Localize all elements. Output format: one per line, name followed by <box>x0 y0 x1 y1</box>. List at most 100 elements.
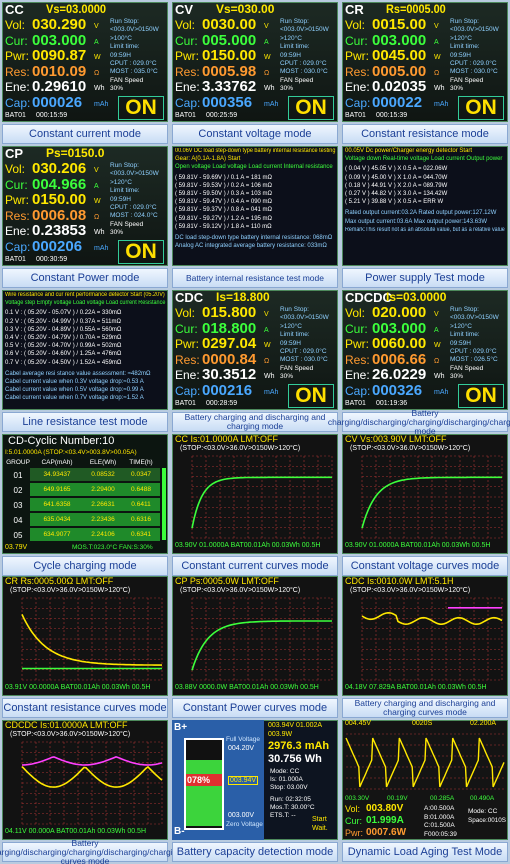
elapsed-time: 000:25:59 <box>206 112 238 119</box>
screen-tile: CC Is:01.0000A LMT:OFF (STOP:<03.0V>36.0V… <box>172 434 338 554</box>
reading-label: Vol: <box>175 306 196 320</box>
status-info: >120°C <box>450 34 472 42</box>
status-info: <003.0V>0150W <box>110 26 159 34</box>
cycle-value: 0.08532 <box>91 471 115 478</box>
reading-value: 0006.08 <box>32 206 87 224</box>
column-header: Open voltage Load voltage Load current I… <box>175 164 333 171</box>
reading-label: Pwr: <box>175 49 199 63</box>
reading-value: 015.800 <box>202 304 257 321</box>
status-info: >120°C <box>450 322 472 330</box>
row-bg <box>30 513 160 526</box>
wave-top-label: 02.200A <box>470 720 497 727</box>
reading-label: Cur: <box>175 321 198 336</box>
battery-id: BAT01 <box>175 112 196 119</box>
column-header: GROUP <box>6 459 30 466</box>
status-info: FAN Speed <box>280 364 314 372</box>
curve-footer: 03.91V 00.0000A BAT00.01Ah 00.03Wh 00.5H <box>5 684 151 691</box>
column-header: Voltage step Empty voltage Load voltage … <box>5 300 166 307</box>
setting-value: Vs=030.00 <box>216 2 275 16</box>
battery-id: BAT01 <box>175 400 196 407</box>
reading-label: Cur: <box>5 33 28 48</box>
status-info: CPUT : 029.0°C <box>110 204 157 211</box>
screen-tile: CR Rs:0005.00Ω LMT:OFF (STOP:<03.0V>36.0V… <box>2 576 168 696</box>
status-info: 09:59H <box>450 339 471 347</box>
reading-unit: mAh <box>434 388 449 396</box>
result-note: Cabel current value when 0.3V voltage dr… <box>5 379 144 385</box>
group-id: 02 <box>13 486 23 495</box>
reading-unit: A <box>434 38 439 46</box>
reading-value: 0030.00 <box>202 16 257 33</box>
screen-tile: CP Ps:0005.0W LMT:OFF (STOP:<03.0V>36.0V>… <box>172 576 338 696</box>
elapsed-time: 000:15:39 <box>376 112 408 119</box>
reading-label: Ene: <box>5 224 30 238</box>
mode-caption: Cycle charging mode <box>2 556 168 576</box>
screen-tile: CDC Is=18.800 Vol: 015.800 V Cur: 018.800 A Pwr:… <box>172 290 338 410</box>
run-status: ON <box>458 96 504 120</box>
status-info: CPUT : 029.0°C <box>450 348 497 355</box>
cycle-value: 0.6411 <box>131 501 151 508</box>
battery-fill <box>186 760 222 826</box>
status-info: 09:59H <box>450 51 471 59</box>
run-line: ETS.T: -- <box>270 812 296 819</box>
curve-line <box>21 765 163 788</box>
reading-value: 0015.00 <box>372 16 427 33</box>
curve-plot <box>21 597 163 681</box>
reading-value: 020.000 <box>372 304 427 321</box>
reading-unit: Ω <box>94 69 100 77</box>
meter-value: 003.80V <box>366 803 404 814</box>
battery-id: BAT01 <box>5 256 26 263</box>
curve-line <box>21 756 163 766</box>
reading-label: Ene: <box>5 80 30 94</box>
wave-bottom-label: 00.285A <box>430 795 455 802</box>
info-line: Stop: 03.00V <box>270 784 308 791</box>
elapsed-time: 000:28:59 <box>206 400 238 407</box>
reading-unit: mAh <box>264 100 279 108</box>
reading-unit: W <box>434 54 441 61</box>
reading-label: Ene: <box>345 368 370 382</box>
reading-value: 000216 <box>202 381 253 399</box>
elapsed-time: 000:30:59 <box>36 256 68 263</box>
result-row: ( 59.81V - 59.12V ) / 1.8 A = 110 mΩ <box>175 223 272 230</box>
reading-unit: Wh <box>94 229 105 236</box>
mode-setting: Space:0010S <box>468 817 507 824</box>
status-info: >120°C <box>110 178 132 186</box>
battery-voltage: 003.94V <box>228 776 259 785</box>
reading-label: Pwr: <box>175 337 199 351</box>
reading-unit: mAh <box>434 100 449 108</box>
status-info: Run Stop: <box>280 18 309 25</box>
curve-stop: (STOP:<03.0V>36.0V>0150W>120°C) <box>350 445 471 452</box>
reading-value: 000356 <box>202 93 253 111</box>
step-setting: F000:05:39 <box>424 830 457 838</box>
curve-plot <box>361 597 503 681</box>
curve-footer: 04.18V 07.829A BAT00.01Ah 00.03Wh 00.5H <box>345 684 487 691</box>
status-info: <003.0V>0150W <box>280 26 329 34</box>
reading-label: Res: <box>5 208 30 223</box>
reading-value: 0000.84 <box>202 350 257 368</box>
reading-unit: W <box>94 54 101 61</box>
status-info: 09:59H <box>110 51 131 59</box>
mode-caption: Constant Power curves mode <box>172 698 338 718</box>
reading-value: 000026 <box>32 93 83 111</box>
group-id: 01 <box>13 471 23 480</box>
reading-label: Vol: <box>345 306 366 320</box>
status-info: Limit time: <box>450 43 480 51</box>
screen-tile: CC Vs=03.0000 Vol: 030.290 V Cur: 003.000 A Pwr:… <box>2 2 168 122</box>
screen-tile: CDC Is:0010.0W LMT:5.1H (STOP:<03.0V>36.0… <box>342 576 508 696</box>
cycle-value: 2.24106 <box>91 531 115 538</box>
curve-header: CDCDC Is:01.0000A LMT:OFF <box>5 720 128 730</box>
result-row: ( 0.18 V ) 44.91 V ) X 2.0 A = 089.79W <box>345 182 448 189</box>
reading-value: 000022 <box>372 93 423 111</box>
reading-value: 004.966 <box>32 175 87 193</box>
curve-plot <box>191 597 333 681</box>
full-label: Full Voltage <box>226 736 260 743</box>
meter-label: Pwr: <box>345 828 363 838</box>
result-row: 0.3 V : ( 05.20V - 04.89V ) / 0.55A = 56… <box>5 326 122 333</box>
cycle-value: 0.6488 <box>131 486 151 493</box>
screen-tile: CV Vs=030.00 Vol: 0030.00 V Cur: 005.000 A Pwr: 0… <box>172 2 338 122</box>
status-info: CPUT : 029.0°C <box>280 60 327 67</box>
footer-voltage: 03.79V <box>5 544 28 551</box>
status-info: 09:59H <box>110 195 131 203</box>
result-row: ( 0.04 V ) 45.05 V ) X 0.5 A = 022.06W <box>345 166 448 173</box>
status-info: Run Stop: <box>450 306 479 313</box>
